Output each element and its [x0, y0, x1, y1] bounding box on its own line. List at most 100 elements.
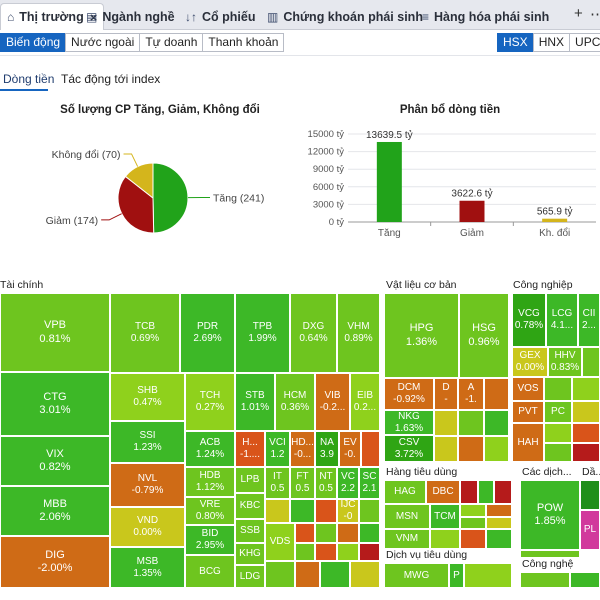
cell-ind-e[interactable]: [544, 423, 572, 443]
cell-mbb[interactable]: MBB 2.06%: [0, 486, 110, 536]
cell-misc1[interactable]: [361, 431, 380, 467]
cell-vhm[interactable]: VHM 0.89%: [337, 293, 380, 373]
close-tab-icon[interactable]: ×: [89, 9, 98, 25]
filter-tu-doanh[interactable]: Tự doanh: [139, 33, 204, 52]
cell-cg-d[interactable]: [460, 504, 486, 517]
cell-ind-f[interactable]: [572, 423, 600, 443]
cell-small-m[interactable]: [265, 561, 295, 588]
cell-hd[interactable]: HD... -0...: [290, 431, 315, 467]
cell-cg-h[interactable]: [430, 529, 460, 549]
cell-a[interactable]: A -1.: [458, 378, 484, 410]
cell-cg-c[interactable]: [494, 480, 512, 504]
cell-msb[interactable]: MSB 1.35%: [110, 547, 185, 588]
cell-gex[interactable]: GEX 0.00%: [512, 347, 548, 377]
cell-kbc[interactable]: KBC: [235, 493, 265, 519]
cell-small-p[interactable]: [350, 561, 380, 588]
cell-cg-f[interactable]: [460, 517, 486, 529]
cell-stb[interactable]: STB 1.01%: [235, 373, 275, 431]
cell-mat-c[interactable]: [458, 410, 484, 436]
cell-small-j[interactable]: [315, 543, 337, 561]
cell-small-c[interactable]: [315, 499, 337, 523]
exchange-hsx[interactable]: HSX: [497, 33, 534, 52]
cell-mat-e[interactable]: [434, 436, 458, 462]
cell-hdb[interactable]: HDB 1.12%: [185, 467, 235, 497]
cell-pc[interactable]: PC: [544, 401, 572, 423]
subtab-index-impact[interactable]: Tác động tới index: [61, 72, 161, 86]
cell-cs-a[interactable]: [464, 563, 512, 588]
cell-ind-h[interactable]: [572, 443, 600, 462]
filter-bien-dong[interactable]: Biến động: [0, 33, 67, 52]
cell-shb[interactable]: SHB 0.47%: [110, 373, 185, 421]
cell-p[interactable]: P: [449, 563, 464, 588]
tab-stock[interactable]: ↓↑ Cổ phiếu: [185, 9, 256, 24]
cell-cii[interactable]: CII 2...: [578, 293, 600, 347]
cell-vci[interactable]: VCI 1.2: [265, 431, 290, 467]
cell-ind-b[interactable]: [544, 377, 572, 401]
cell-hag[interactable]: HAG: [384, 480, 426, 504]
cell-ldg[interactable]: LDG: [235, 565, 265, 588]
cell-pow[interactable]: POW 1.85%: [520, 480, 580, 550]
cell-ev[interactable]: EV -0.: [339, 431, 361, 467]
cell-small-d[interactable]: [359, 499, 380, 523]
cell-lpb[interactable]: LPB: [235, 467, 265, 493]
cell-hhv[interactable]: HHV 0.83%: [548, 347, 582, 377]
cell-tch[interactable]: TCH 0.27%: [185, 373, 235, 431]
cell-mat-f[interactable]: [458, 436, 484, 462]
cell-cg-b[interactable]: [478, 480, 494, 504]
cell-h1[interactable]: H... -1....: [235, 431, 265, 467]
cell-srv-a[interactable]: [520, 550, 580, 558]
cell-pvt[interactable]: PVT: [512, 401, 544, 423]
cell-ind-d[interactable]: [572, 401, 600, 423]
cell-na[interactable]: NA 3.9: [315, 431, 339, 467]
cell-mwg[interactable]: MWG: [384, 563, 449, 588]
cell-cg-j[interactable]: [486, 529, 512, 549]
filter-nuoc-ngoai[interactable]: Nước ngoài: [65, 33, 141, 52]
cell-vpb[interactable]: VPB 0.81%: [0, 293, 110, 372]
exchange-hnx[interactable]: HNX: [532, 33, 571, 52]
cell-sc[interactable]: SC 2.1: [359, 467, 380, 499]
cell-small-a[interactable]: [265, 499, 290, 523]
cell-cg-i[interactable]: [460, 529, 486, 549]
cell-pdr[interactable]: PDR 2.69%: [180, 293, 235, 373]
cell-vnm[interactable]: VNM: [384, 529, 430, 549]
tab-derivatives[interactable]: ▥ Chứng khoán phái sinh: [267, 9, 423, 24]
cell-it[interactable]: IT 0.5: [265, 467, 290, 499]
cell-vib[interactable]: VIB -0.2...: [315, 373, 350, 431]
cell-ft[interactable]: FT 0.5: [290, 467, 315, 499]
cell-vds[interactable]: VDS: [265, 523, 295, 561]
add-tab-icon[interactable]: +: [574, 5, 583, 22]
exchange-upcom[interactable]: UPCOM: [569, 33, 600, 52]
cell-hah[interactable]: HAH: [512, 423, 544, 462]
cell-ijc[interactable]: IJC -0: [337, 499, 359, 523]
cell-vos[interactable]: VOS: [512, 377, 544, 401]
cell-nt[interactable]: NT 0.5: [315, 467, 337, 499]
cell-vcg[interactable]: VCG 0.78%: [512, 293, 546, 347]
cell-dig[interactable]: DIG -2.00%: [0, 536, 110, 588]
subtab-money-flow[interactable]: Dòng tiền: [3, 72, 55, 86]
cell-hsg[interactable]: HSG 0.96%: [459, 293, 509, 378]
cell-small-l[interactable]: [359, 543, 380, 561]
cell-small-e[interactable]: [295, 523, 315, 543]
more-icon[interactable]: ⋯: [590, 6, 600, 23]
cell-bid[interactable]: BID 2.95%: [185, 525, 235, 555]
cell-cg-g[interactable]: [486, 517, 512, 529]
cell-acb[interactable]: ACB 1.24%: [185, 431, 235, 467]
cell-cg-a[interactable]: [460, 480, 478, 504]
cell-ind-g[interactable]: [544, 443, 572, 462]
cell-hpg[interactable]: HPG 1.36%: [384, 293, 459, 378]
cell-vix[interactable]: VIX 0.82%: [0, 436, 110, 486]
cell-small-k[interactable]: [337, 543, 359, 561]
cell-ind-a[interactable]: [582, 347, 600, 377]
cell-ssb[interactable]: SSB: [235, 519, 265, 543]
cell-ind-c[interactable]: [572, 377, 600, 401]
cell-mat-g[interactable]: [484, 436, 509, 462]
tab-market[interactable]: ⌂ Thị trường ×: [0, 3, 105, 30]
cell-mat-b[interactable]: [434, 410, 458, 436]
cell-vre[interactable]: VRE 0.80%: [185, 497, 235, 525]
cell-small-f[interactable]: [315, 523, 337, 543]
cell-small-h[interactable]: [359, 523, 380, 543]
cell-small-n[interactable]: [295, 561, 320, 588]
cell-lcg[interactable]: LCG 4.1...: [546, 293, 578, 347]
cell-ssi[interactable]: SSI 1.23%: [110, 421, 185, 463]
cell-mat-a[interactable]: [484, 378, 509, 410]
